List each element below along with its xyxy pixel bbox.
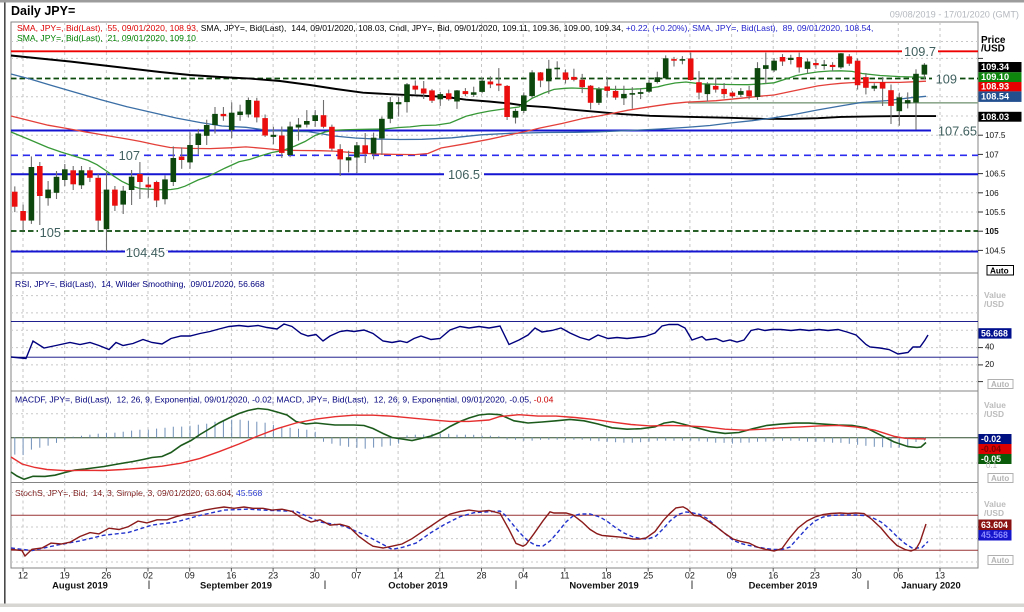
svg-text:09/08/2019 - 17/01/2020 (GMT): 09/08/2019 - 17/01/2020 (GMT)	[890, 10, 1019, 20]
svg-text:Auto: Auto	[991, 556, 1009, 565]
svg-text:October 2019: October 2019	[388, 580, 447, 591]
svg-text:109: 109	[936, 72, 957, 87]
svg-text:Value: Value	[984, 400, 1006, 410]
svg-text:/USD: /USD	[984, 299, 1004, 309]
svg-text:MACDF, JPY=, Bid(Last), 12, 2: MACDF, JPY=, Bid(Last), 12, 26, 9, Expon…	[15, 395, 554, 405]
svg-text:56.668: 56.668	[981, 328, 1008, 338]
svg-text:Auto: Auto	[991, 380, 1009, 389]
svg-text:January 2020: January 2020	[901, 580, 960, 591]
svg-text:109.10: 109.10	[981, 72, 1009, 82]
svg-text:SMA, JPY=, Bid(Last), 55, 09/: SMA, JPY=, Bid(Last), 55, 09/01/2020, 10…	[17, 23, 873, 33]
svg-text:30: 30	[310, 571, 320, 581]
svg-text:106.5: 106.5	[448, 167, 480, 182]
svg-text:25: 25	[643, 571, 653, 581]
svg-text:07: 07	[351, 571, 361, 581]
svg-text:18: 18	[601, 571, 611, 581]
svg-text:-0.04: -0.04	[981, 444, 1001, 454]
svg-text:45.568: 45.568	[981, 530, 1008, 540]
svg-text:108.54: 108.54	[981, 92, 1010, 102]
svg-text:SMA, JPY=, Bid(Last), 21, 09/: SMA, JPY=, Bid(Last), 21, 09/01/2020, 10…	[17, 33, 196, 43]
svg-text:19: 19	[60, 571, 70, 581]
svg-text:November 2019: November 2019	[569, 580, 638, 591]
svg-text:26: 26	[101, 571, 111, 581]
svg-text:06: 06	[893, 571, 903, 581]
svg-text:20: 20	[985, 360, 995, 369]
svg-text:13: 13	[935, 571, 945, 581]
svg-text:63.604: 63.604	[981, 520, 1008, 530]
svg-text:09: 09	[185, 571, 195, 581]
svg-text:-0.02: -0.02	[981, 434, 1001, 444]
svg-text:Value: Value	[984, 290, 1006, 300]
svg-text:02: 02	[143, 571, 153, 581]
svg-text:August 2019: August 2019	[52, 580, 108, 591]
svg-text:107: 107	[985, 150, 999, 159]
svg-text:11: 11	[560, 571, 569, 581]
svg-text:108.93: 108.93	[981, 82, 1009, 92]
svg-text:Auto: Auto	[991, 474, 1009, 483]
svg-text:/USD: /USD	[984, 409, 1004, 419]
svg-text:107: 107	[119, 148, 140, 163]
svg-text:04: 04	[518, 571, 528, 581]
svg-text:-0.05: -0.05	[981, 454, 1001, 464]
svg-text:09: 09	[727, 571, 737, 581]
svg-text:0.1: 0.1	[986, 461, 998, 470]
svg-text:107.65: 107.65	[938, 124, 977, 139]
svg-text:/USD: /USD	[981, 44, 1005, 55]
svg-text:Auto: Auto	[990, 266, 1009, 275]
svg-text:104.5: 104.5	[985, 246, 1006, 255]
svg-text:105.5: 105.5	[985, 208, 1006, 217]
svg-text:28: 28	[476, 571, 486, 581]
svg-text:02: 02	[685, 571, 695, 581]
svg-text:16: 16	[226, 571, 236, 581]
svg-text:108.03: 108.03	[981, 112, 1009, 122]
svg-text:109.7: 109.7	[904, 44, 936, 59]
svg-text:106.5: 106.5	[985, 170, 1006, 179]
svg-text:107.5: 107.5	[985, 131, 1006, 140]
svg-text:14: 14	[393, 571, 403, 581]
svg-text:40: 40	[985, 343, 995, 352]
svg-text:109.34: 109.34	[981, 62, 1010, 72]
svg-text:RSI, JPY=, Bid(Last), 14, Wil: RSI, JPY=, Bid(Last), 14, Wilder Smoothi…	[15, 279, 265, 289]
svg-text:104.45: 104.45	[126, 245, 165, 260]
svg-text:12: 12	[18, 571, 28, 581]
svg-text:September 2019: September 2019	[200, 580, 272, 591]
svg-text:30: 30	[852, 571, 862, 581]
svg-text:StochS, JPY=, Bid, 14, 3, Sim: StochS, JPY=, Bid, 14, 3, Simple, 3, 09/…	[15, 488, 262, 498]
svg-text:/USD: /USD	[984, 508, 1004, 518]
svg-text:23: 23	[268, 571, 278, 581]
svg-text:Daily JPY=: Daily JPY=	[11, 4, 75, 18]
svg-text:23: 23	[810, 571, 820, 581]
svg-text:Value: Value	[984, 499, 1006, 509]
svg-text:21: 21	[435, 571, 445, 581]
svg-text:16: 16	[768, 571, 778, 581]
svg-text:Price: Price	[981, 35, 1006, 46]
svg-text:105: 105	[40, 225, 61, 240]
svg-text:105: 105	[985, 227, 999, 236]
svg-text:106: 106	[985, 189, 999, 198]
svg-text:December 2019: December 2019	[749, 580, 818, 591]
